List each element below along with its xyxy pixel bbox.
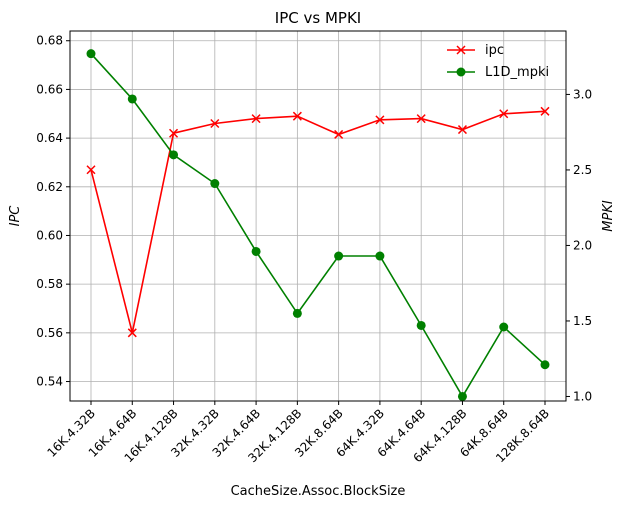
l1d-mpki-point [292,308,302,318]
right-y-tick-label: 1.0 [573,389,592,403]
left-y-tick-label: 0.54 [36,375,63,389]
legend-ipc-marker [456,45,466,55]
left-y-tick-label: 0.64 [36,131,63,145]
right-y-tick-label: 2.0 [573,238,592,252]
ipc-point [86,165,96,175]
right-y-tick-label: 3.0 [573,87,592,101]
legend-mpki-marker [456,67,466,77]
right-axis-ticks: 1.0 1.5 2.0 2.5 3.0 [566,87,592,403]
x-axis-ticks: 16K.4.32B16K.4.64B16K.4.128B32K.4.32B32K… [44,401,552,465]
left-y-tick-label: 0.56 [36,326,63,340]
ipc-point [416,114,426,124]
l1d-mpki-point [251,246,261,256]
l1d-mpki-point [416,320,426,330]
ipc-point [251,114,261,124]
left-y-tick-label: 0.58 [36,277,63,291]
right-axis-label: MPKI [601,200,616,232]
legend-ipc-label: ipc [485,43,504,58]
legend-mpki-label: L1D_mpki [485,65,549,80]
right-y-tick-label: 1.5 [573,314,592,328]
l1d-mpki-point [375,251,385,261]
ipc-point [499,109,509,119]
right-y-tick-label: 2.5 [573,163,592,177]
ipc-point [292,111,302,121]
ipc-line [90,110,546,333]
left-y-tick-label: 0.62 [36,180,63,194]
grid [70,31,566,401]
ipc-point [375,115,385,125]
l1d-mpki-point [127,94,137,104]
plot-frame [69,30,567,402]
ipc-point [334,129,344,139]
series-layer [86,49,550,401]
l1d-mpki-point [334,251,344,261]
l1d-mpki-point [540,360,550,370]
left-y-tick-label: 0.66 [36,82,63,96]
ipc-point [127,328,137,338]
left-y-tick-label: 0.68 [36,34,63,48]
legend: ipc L1D_mpki [447,43,549,80]
chart-title: IPC vs MPKI [275,9,361,27]
ipc-point [169,128,179,138]
ipc-point [457,125,467,135]
l1d-mpki-point [457,391,467,401]
ipc-point [210,118,220,129]
ipc-point [540,106,550,116]
l1d-mpki-point [499,322,509,332]
left-axis-ticks: 0.54 0.56 0.58 0.60 0.62 0.64 0.66 0.68 [36,34,70,389]
l1d-mpki-line [90,53,546,399]
l1d-mpki-point [210,179,220,189]
left-axis-label: IPC [8,205,23,227]
left-y-tick-label: 0.60 [36,228,63,242]
l1d-mpki-point [169,150,179,160]
l1d-mpki-point [86,49,96,59]
x-axis-label: CacheSize.Assoc.BlockSize [231,484,406,499]
